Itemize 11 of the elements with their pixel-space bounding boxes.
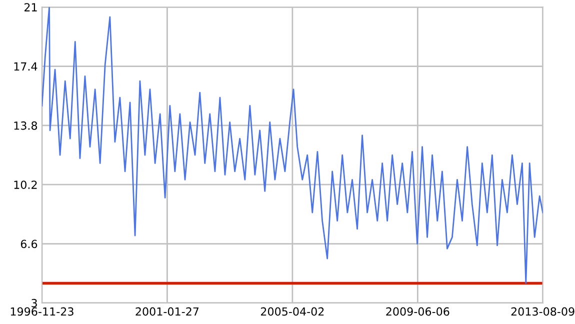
y-tick-label: 3	[32, 298, 37, 308]
x-tick-label: 2005-04-02	[260, 307, 324, 316]
x-tick-label: 1996-11-23	[10, 307, 74, 316]
x-tick-label: 2001-01-27	[136, 307, 199, 316]
x-tick-label: 2013-08-09	[511, 307, 574, 316]
y-tick-label: 21	[24, 3, 37, 12]
y-tick-label: 10.2	[14, 180, 37, 189]
y-tick-label: 17.4	[14, 62, 38, 71]
y-tick-label: 13.8	[14, 121, 38, 130]
y-tick-label: 6.6	[20, 240, 38, 248]
x-tick-label: 2009-06-06	[386, 307, 450, 316]
